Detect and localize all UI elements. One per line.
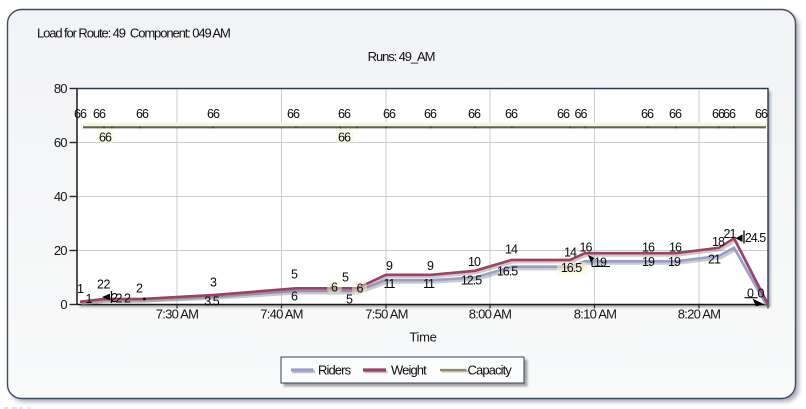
svg-text:40: 40 (54, 189, 67, 204)
svg-text:Load for Route: 49 Component:: Load for Route: 49 Component: 049 AM (37, 25, 230, 40)
svg-text:66: 66 (287, 107, 300, 121)
svg-text:14: 14 (564, 245, 577, 259)
svg-text:19: 19 (642, 255, 655, 269)
svg-text:19: 19 (594, 255, 607, 269)
svg-text:20: 20 (54, 243, 67, 258)
svg-text:16: 16 (669, 240, 682, 254)
svg-text:10: 10 (468, 255, 481, 269)
svg-text:16.5: 16.5 (497, 264, 518, 278)
svg-text:9: 9 (427, 259, 434, 273)
svg-text:21: 21 (708, 252, 721, 266)
svg-text:16: 16 (642, 240, 655, 254)
svg-text:Riders: Riders (318, 362, 352, 377)
svg-text:1: 1 (86, 292, 93, 306)
svg-text:2: 2 (116, 292, 123, 306)
svg-text:66: 66 (99, 131, 112, 145)
svg-text:16.5: 16.5 (561, 261, 582, 275)
svg-text:8:20 AM: 8:20 AM (678, 307, 720, 322)
svg-text:2: 2 (111, 291, 118, 305)
svg-text:7:30 AM: 7:30 AM (156, 307, 198, 322)
svg-text:0: 0 (60, 297, 67, 312)
svg-text:66: 66 (338, 131, 351, 145)
svg-text:66: 66 (74, 107, 87, 121)
svg-text:Weight: Weight (391, 362, 427, 377)
svg-text:1: 1 (77, 282, 84, 296)
svg-text:5: 5 (346, 292, 353, 306)
svg-text:66: 66 (207, 107, 220, 121)
svg-text:66: 66 (641, 107, 654, 121)
svg-text:66: 66 (93, 107, 106, 121)
svg-text:66: 66 (338, 107, 351, 121)
svg-text:3.5: 3.5 (204, 294, 219, 308)
svg-text:2: 2 (97, 278, 104, 292)
svg-text:5: 5 (342, 271, 349, 285)
svg-text:66: 66 (468, 107, 481, 121)
svg-text:11: 11 (384, 277, 396, 291)
svg-text:80: 80 (54, 81, 67, 96)
svg-text:0: 0 (747, 286, 754, 300)
svg-text:8:10 AM: 8:10 AM (574, 307, 616, 322)
svg-text:66: 66 (712, 107, 725, 121)
svg-text:18: 18 (712, 235, 725, 249)
svg-text:3: 3 (210, 275, 217, 289)
svg-text:6: 6 (357, 281, 364, 295)
svg-text:24.5: 24.5 (745, 231, 766, 245)
svg-text:66: 66 (755, 107, 768, 121)
svg-text:Runs: 49_AM: Runs: 49_AM (368, 49, 435, 64)
svg-text:19: 19 (668, 255, 681, 269)
svg-text:66: 66 (557, 107, 570, 121)
svg-text:66: 66 (424, 107, 437, 121)
svg-text:66: 66 (505, 107, 518, 121)
svg-text:66: 66 (723, 107, 736, 121)
svg-text:66: 66 (575, 107, 588, 121)
svg-text:5: 5 (291, 267, 298, 281)
svg-text:6: 6 (331, 280, 338, 294)
svg-text:11: 11 (423, 277, 435, 291)
svg-text:66: 66 (383, 107, 396, 121)
svg-text:7:50 AM: 7:50 AM (365, 307, 407, 322)
svg-text:6: 6 (291, 290, 298, 304)
svg-text:16: 16 (580, 240, 593, 254)
svg-text:9: 9 (386, 259, 393, 273)
svg-text:Time: Time (409, 329, 436, 344)
svg-text:21: 21 (724, 227, 737, 241)
svg-text:8:00 AM: 8:00 AM (469, 307, 511, 322)
svg-text:66: 66 (669, 107, 682, 121)
svg-text:2: 2 (104, 278, 111, 292)
svg-text:7:40 AM: 7:40 AM (260, 307, 302, 322)
svg-text:2: 2 (136, 281, 143, 295)
svg-text:60: 60 (54, 135, 67, 150)
svg-text:14: 14 (505, 243, 518, 257)
svg-text:0: 0 (758, 286, 765, 300)
svg-text:66: 66 (136, 107, 149, 121)
svg-text:12.5: 12.5 (461, 273, 482, 287)
svg-text:Capacity: Capacity (468, 362, 513, 377)
svg-text:2: 2 (124, 291, 131, 305)
